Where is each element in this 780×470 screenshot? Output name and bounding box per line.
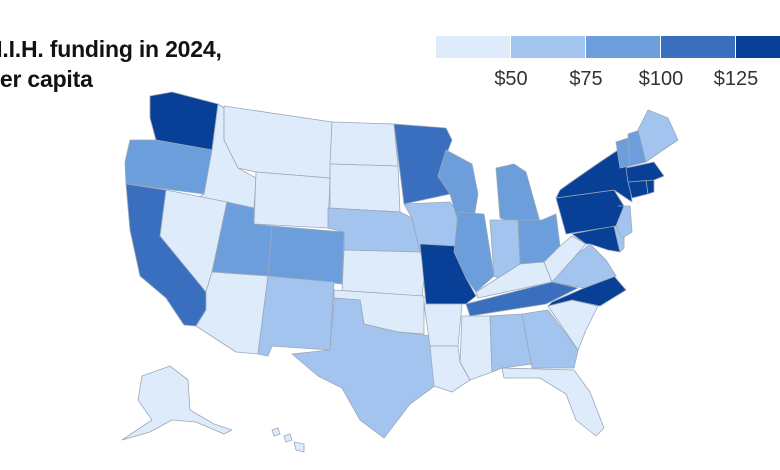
state-south-dakota bbox=[329, 163, 401, 213]
legend-tick-50: $50 bbox=[494, 68, 528, 90]
state-massachusetts bbox=[625, 161, 665, 183]
map-title-line-1: N.I.H. funding in 2024, bbox=[0, 36, 222, 62]
state-florida bbox=[501, 367, 605, 437]
state-mississippi bbox=[459, 315, 493, 381]
state-new-jersey bbox=[615, 205, 633, 239]
legend-swatch-1 bbox=[436, 36, 511, 58]
state-connecticut bbox=[627, 179, 649, 199]
map-title-line-2: per capita bbox=[0, 66, 93, 92]
legend-tick-125: $125 bbox=[713, 68, 759, 90]
state-maine bbox=[637, 109, 679, 163]
state-alaska bbox=[121, 365, 233, 441]
state-tennessee bbox=[465, 281, 579, 317]
state-texas bbox=[291, 297, 441, 439]
state-colorado bbox=[267, 225, 345, 285]
state-alabama bbox=[489, 313, 533, 373]
state-hawaii bbox=[271, 427, 305, 453]
legend-swatch-4 bbox=[661, 36, 736, 58]
legend-swatch-3 bbox=[586, 36, 661, 58]
state-georgia bbox=[521, 309, 579, 369]
legend-color-bar bbox=[436, 36, 780, 58]
legend-tick-75: $75 bbox=[569, 68, 603, 90]
state-wyoming bbox=[253, 171, 331, 229]
map-title: N.I.H. funding in 2024, per capita bbox=[0, 34, 286, 94]
legend-swatch-2 bbox=[511, 36, 586, 58]
color-legend: $50 $75 $100 $125 bbox=[436, 36, 780, 96]
state-montana bbox=[223, 105, 333, 179]
state-kansas bbox=[341, 249, 427, 297]
state-michigan bbox=[495, 163, 541, 225]
state-new-mexico bbox=[257, 275, 335, 357]
legend-tick-100: $100 bbox=[638, 68, 684, 90]
state-arkansas bbox=[423, 303, 463, 347]
state-north-dakota bbox=[329, 121, 399, 167]
legend-swatch-5 bbox=[736, 36, 780, 58]
